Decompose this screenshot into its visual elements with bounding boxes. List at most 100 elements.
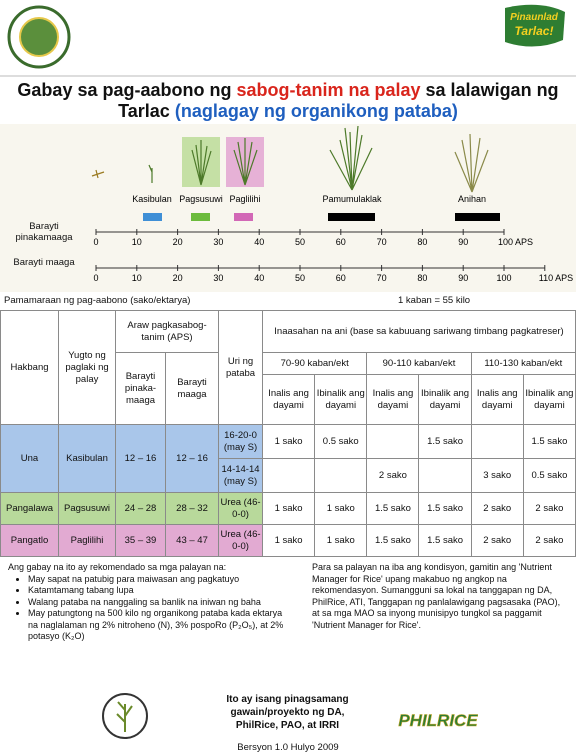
cell: Pangatlo [0,524,59,557]
cell: 35 – 39 [115,524,166,557]
header-cell: Inalis ang dayami [262,374,316,425]
timeline-label: Barayti maaga [13,257,75,268]
cell: Paglilihi [58,524,116,557]
amount-cell: 1.5 sako [522,424,576,459]
amount-cell: 1 sako [262,424,316,459]
header-cell: Inalis ang dayami [470,374,524,425]
title-text: Gabay sa pag-aabono ng [17,80,237,100]
table-row: Pangatlo Paglilihi 35 – 39 43 – 47 Urea (46-… [0,524,576,557]
title-highlight: sabog-tanim na palay [236,80,421,100]
timeline-tick-label: 20 [173,237,183,247]
header-cell: 110-130 kaban/ekt [470,352,576,375]
header-cell: Inaasahan na ani (base sa kabuuang sariw… [262,310,576,353]
timeline-tick-label: 100 APS [498,237,533,247]
notes-intro: Ang gabay na ito ay rekomendado sa mga p… [8,562,227,572]
table-note: 1 kaban = 55 kilo [398,295,471,306]
logo-text: PHILRICE [398,711,478,730]
amount-cell: 1.5 sako [418,492,472,525]
header-cell: Barayti pinaka-maaga [115,352,166,425]
timeline-tick-label: 30 [213,237,223,247]
timeline-tick-label: 0 [93,273,98,283]
timeline-tick-label: 60 [336,237,346,247]
title-subtitle: (naglagay ng organikong pataba) [174,101,458,121]
badge-text: Pinaunlad [510,12,559,23]
amount-cell [366,424,420,459]
notes-right: Para sa palayan na iba ang kondisyon, ga… [312,562,561,630]
amount-cell: 2 sako [522,524,576,557]
timeline-tick-label: 70 [377,237,387,247]
table-row: Una Kasibulan 12 – 16 12 – 16 16-20-0 (may S… [0,424,576,493]
fertilizer-cell: 16-20-0 (may S) [218,424,264,459]
timeline-tick-label: 70 [377,273,387,283]
notes-left: Ang gabay na ito ay rekomendado sa mga p… [8,562,293,643]
header-cell: Hakbang [0,310,59,425]
stage-label: Pagsusuwi [179,194,223,204]
stage-label: Kasibulan [132,194,172,204]
timeline-tick-label: 50 [295,273,305,283]
note-bullet: May sapat na patubig para maiwasan ang p… [28,574,293,586]
badge-text: Tarlac! [515,24,554,38]
amount-cell: 1.5 sako [366,524,420,557]
timeline-tick-label: 110 APS [539,273,573,283]
amount-cell: 1 sako [314,492,368,525]
timeline-tick-label: 30 [213,273,223,283]
cell: 43 – 47 [164,524,220,557]
table-caption: Pamamaraan ng pag-aabono (sako/ektarya) [4,295,191,306]
stage-label: Anihan [458,194,486,204]
timeline-tick-label: 0 [93,237,98,247]
amount-cell [314,458,368,493]
header-cell: 70-90 kaban/ekt [262,352,368,375]
header-cell: Ibinalik ang dayami [314,374,368,425]
fertilizer-cell: 14-14-14 (may S) [218,458,264,493]
header-cell: Ibinalik ang dayami [522,374,576,425]
timeline-tick-label: 20 [173,273,183,283]
amount-cell: 1 sako [262,492,316,525]
project-text: Ito ay isang pinagsamang gawain/proyekto… [226,694,349,731]
amount-cell: 1.5 sako [366,492,420,525]
header-cell: Barayti maaga [164,352,220,425]
timeline-tick-label: 100 [496,273,511,283]
timeline-tick-label: 90 [458,273,468,283]
amount-cell: 0.5 sako [314,424,368,459]
stage-bars [143,213,500,221]
amount-cell: 1.5 sako [418,524,472,557]
timeline-tick-label: 80 [417,273,427,283]
note-bullet: Walang pataba na nanggaling sa banlik na… [28,597,293,609]
title-text: sa lalawigan ng Tarlac [118,80,559,121]
timeline-tick-label: 50 [295,237,305,247]
cell: Una [0,424,59,493]
timeline-tick-label: 10 [132,273,142,283]
note-bullet: Katamtamang tabang lupa [28,585,293,597]
timeline-tick-label: 10 [132,237,142,247]
amount-cell [470,424,524,459]
amount-cell: 1 sako [262,524,316,557]
amount-cell: 2 sako [470,524,524,557]
timeline-tick-label: 80 [417,237,427,247]
table-row: Pangalawa Pagsusuwi 24 – 28 28 – 32 Urea (46… [0,492,576,525]
amount-cell: 3 sako [470,458,524,493]
fertilizer-cell: Urea (46-0-0) [218,492,264,525]
stage-panel [0,124,576,292]
da-logo [102,693,148,739]
title: Gabay sa pag-aabono ng sabog-tanim na pa… [10,80,566,122]
amount-cell [418,458,472,493]
header-cell: 90-110 kaban/ekt [366,352,472,375]
amount-cell: 2 sako [522,492,576,525]
timeline-tick-label: 40 [254,273,264,283]
amount-cell: 2 sako [470,492,524,525]
cell: 24 – 28 [115,492,166,525]
header-cell: Ibinalik ang dayami [418,374,472,425]
cell: 12 – 16 [115,424,166,493]
cell: 28 – 32 [164,492,220,525]
note-bullet: May patungtong na 500 kilo ng organikong… [28,608,293,643]
fertilizer-cell: Urea (46-0-0) [218,524,264,557]
notes-list: May sapat na patubig para maiwasan ang p… [8,574,293,643]
cell: Pangalawa [0,492,59,525]
badge [505,4,565,47]
plants [91,125,489,193]
stage-label: Paglilihi [229,194,260,204]
timeline-label: Barayti pinakamaaga [15,221,73,243]
header-cell: Inalis ang dayami [366,374,420,425]
amount-cell: 1 sako [314,524,368,557]
